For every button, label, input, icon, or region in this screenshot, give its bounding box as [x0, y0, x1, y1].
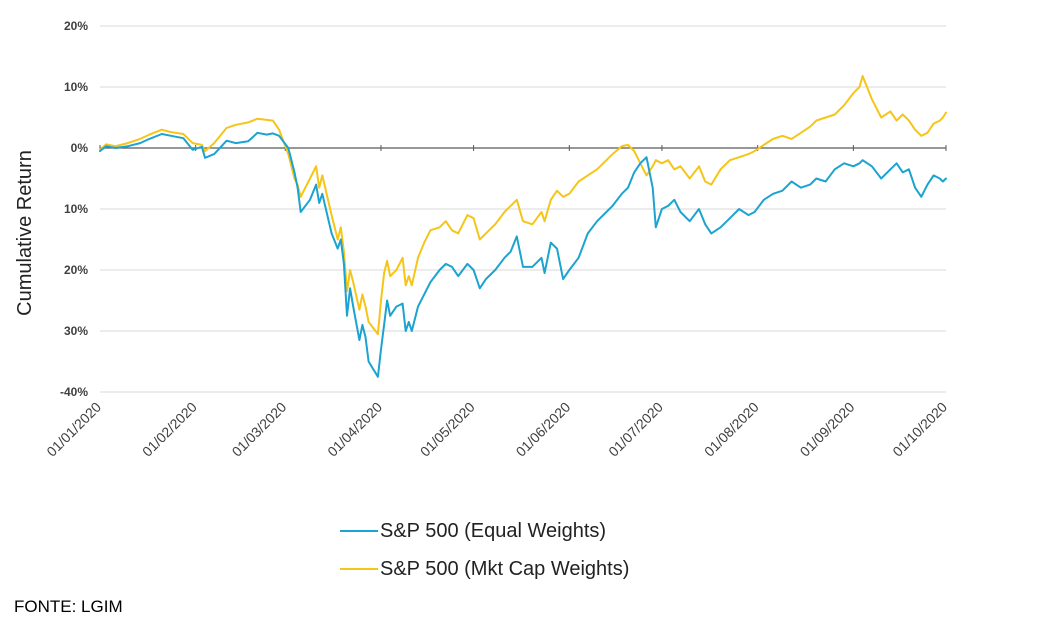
y-tick-label: 20%: [64, 19, 88, 33]
y-tick-label: 30%: [64, 324, 88, 338]
y-axis-label: Cumulative Return: [14, 150, 36, 316]
legend-label-mkt-cap-weights: S&P 500 (Mkt Cap Weights): [380, 557, 630, 580]
x-tick-label: 01/02/2020: [139, 399, 200, 460]
source-note: FONTE: LGIM: [14, 597, 123, 616]
legend-item-equal-weights: S&P 500 (Equal Weights): [340, 512, 629, 550]
series-line-mkt-cap-weights: [99, 75, 947, 336]
line-chart: 20% 10% 0% 10% 20% 30% -40% 01/01/2020 01/02/20…: [14, 19, 950, 460]
x-tick-label: 01/08/2020: [701, 399, 762, 460]
y-tick-label: 10%: [64, 202, 88, 216]
y-tick-label: -40%: [60, 385, 88, 399]
x-tick-label: 01/07/2020: [605, 399, 666, 460]
gridlines: [100, 25, 946, 393]
x-tick-label: 01/01/2020: [43, 399, 104, 460]
x-tick-label: 01/05/2020: [417, 399, 478, 460]
legend-label-equal-weights: S&P 500 (Equal Weights): [380, 519, 607, 542]
x-tick-label: 01/09/2020: [797, 399, 858, 460]
x-axis-ticks: 01/01/2020 01/02/2020 01/03/2020 01/04/2020…: [43, 399, 950, 460]
legend: S&P 500 (Equal Weights) S&P 500 (Mkt Cap…: [340, 512, 629, 588]
y-tick-label: 10%: [64, 80, 88, 94]
series-lines: [99, 75, 947, 378]
x-tick-label: 01/10/2020: [889, 399, 950, 460]
x-axis: [99, 145, 947, 151]
x-tick-label: 01/04/2020: [324, 399, 385, 460]
x-tick-label: 01/06/2020: [513, 399, 574, 460]
y-tick-label: 20%: [64, 263, 88, 277]
x-tick-label: 01/03/2020: [229, 399, 290, 460]
legend-swatch-equal-weights: [340, 530, 378, 532]
series-line-equal-weights: [99, 131, 947, 378]
legend-swatch-mkt-cap-weights: [340, 568, 378, 570]
y-axis-ticks: 20% 10% 0% 10% 20% 30% -40%: [60, 19, 88, 399]
y-tick-label: 0%: [71, 141, 89, 155]
legend-item-mkt-cap-weights: S&P 500 (Mkt Cap Weights): [340, 550, 629, 588]
